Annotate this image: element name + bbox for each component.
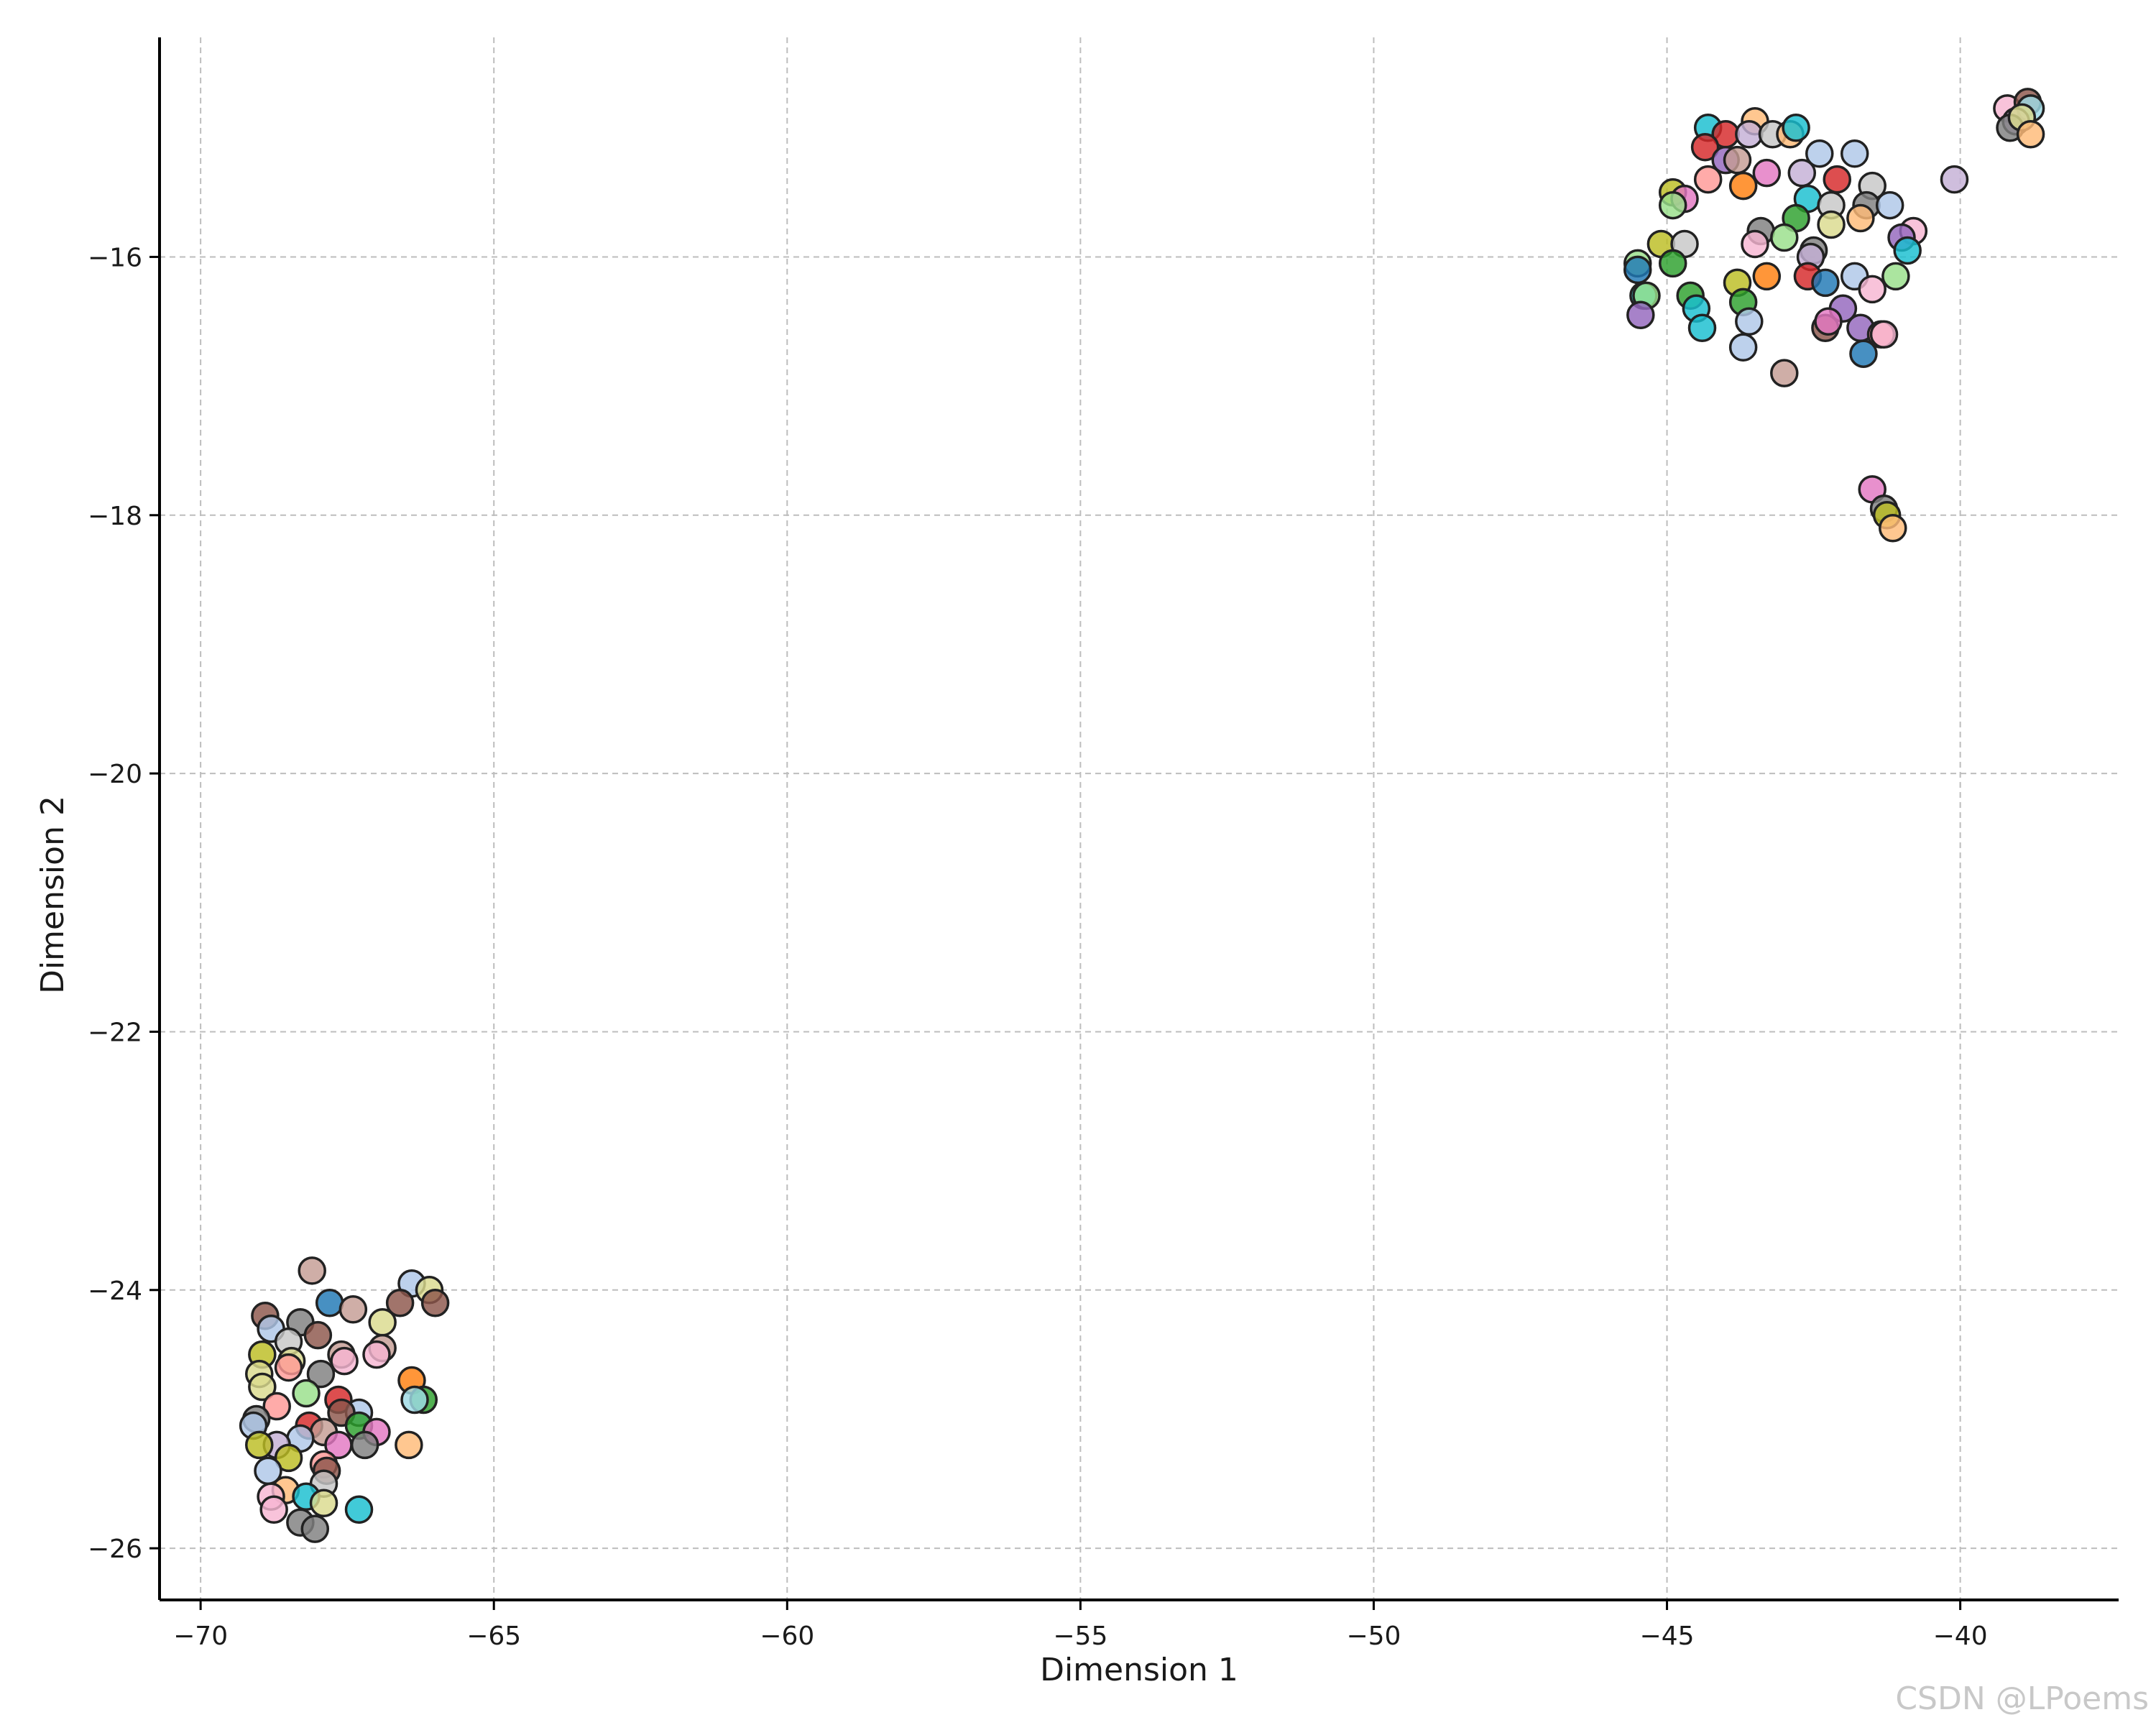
data-point — [244, 1430, 274, 1460]
data-point — [259, 1495, 288, 1524]
x-tick-label: −65 — [466, 1622, 521, 1651]
data-point — [1940, 165, 1969, 194]
data-point — [420, 1289, 450, 1317]
data-point — [274, 1353, 303, 1382]
data-point — [1869, 320, 1899, 349]
data-point — [300, 1514, 330, 1543]
y-tick-label: −18 — [88, 502, 142, 531]
data-point — [1849, 339, 1878, 368]
data-point — [298, 1256, 326, 1285]
tick-marks — [149, 255, 1962, 1610]
data-point — [350, 1430, 379, 1460]
data-point — [1770, 359, 1799, 387]
data-point — [1752, 158, 1782, 188]
data-point — [330, 1346, 359, 1376]
y-tick-label: −24 — [88, 1276, 142, 1306]
y-tick-label: −20 — [88, 760, 142, 789]
data-point — [1626, 300, 1655, 330]
data-point — [1690, 132, 1720, 162]
data-point — [1723, 145, 1752, 175]
x-tick-label: −40 — [1933, 1622, 1988, 1651]
data-point — [1817, 210, 1846, 239]
x-tick-label: −60 — [760, 1622, 814, 1651]
data-point — [274, 1443, 303, 1473]
data-point — [1893, 236, 1922, 265]
data-point — [1858, 275, 1886, 304]
data-point — [368, 1307, 397, 1337]
data-point — [309, 1489, 338, 1517]
data-point — [1881, 262, 1910, 291]
data-point — [1875, 190, 1904, 220]
y-tick-label: −26 — [88, 1535, 142, 1564]
grid-lines — [160, 37, 2119, 1600]
data-point — [1658, 190, 1687, 220]
data-point — [1735, 307, 1764, 336]
data-point — [1846, 203, 1875, 233]
tick-labels: −70 −65 −60 −55 −50 −45 −40 −16 −18 −20 −22 −24 −26 — [88, 243, 1988, 1651]
y-tick-label: −22 — [88, 1018, 142, 1047]
data-point — [1687, 313, 1717, 343]
data-point — [1840, 139, 1869, 168]
data-point — [1879, 513, 1907, 543]
data-point — [1787, 158, 1817, 188]
x-tick-label: −45 — [1640, 1622, 1695, 1651]
data-point — [1693, 165, 1723, 194]
data-point — [306, 1359, 336, 1389]
data-point — [400, 1385, 429, 1414]
data-point — [1752, 262, 1782, 291]
data-point — [262, 1392, 291, 1421]
x-axis-title: Dimension 1 — [1040, 1652, 1238, 1688]
data-point — [1811, 268, 1840, 298]
watermark-text: CSDN @LPoems — [1895, 1680, 2149, 1717]
data-point — [248, 1372, 277, 1402]
data-point — [395, 1430, 423, 1460]
y-axis-title: Dimension 2 — [34, 796, 71, 994]
data-point — [1728, 333, 1758, 362]
x-tick-label: −55 — [1053, 1622, 1107, 1651]
data-points — [239, 88, 2045, 1543]
data-point — [362, 1340, 391, 1369]
y-tick-label: −16 — [88, 243, 142, 272]
data-point — [344, 1495, 374, 1524]
data-point — [315, 1289, 344, 1317]
data-point — [385, 1289, 415, 1317]
data-point — [1770, 223, 1799, 252]
x-tick-label: −70 — [173, 1622, 228, 1651]
data-point — [1805, 139, 1834, 168]
x-tick-label: −50 — [1346, 1622, 1401, 1651]
data-point — [1782, 114, 1810, 142]
data-point — [338, 1294, 368, 1324]
data-point — [1623, 255, 1652, 285]
data-point — [1814, 307, 1843, 336]
data-point — [2016, 120, 2045, 149]
data-point — [1741, 229, 1769, 259]
data-point — [1658, 249, 1687, 278]
data-point — [303, 1320, 333, 1350]
data-point — [1823, 165, 1851, 194]
data-point — [1728, 171, 1758, 201]
data-point — [1735, 120, 1764, 149]
data-point — [292, 1379, 321, 1408]
axes — [158, 37, 2119, 1601]
